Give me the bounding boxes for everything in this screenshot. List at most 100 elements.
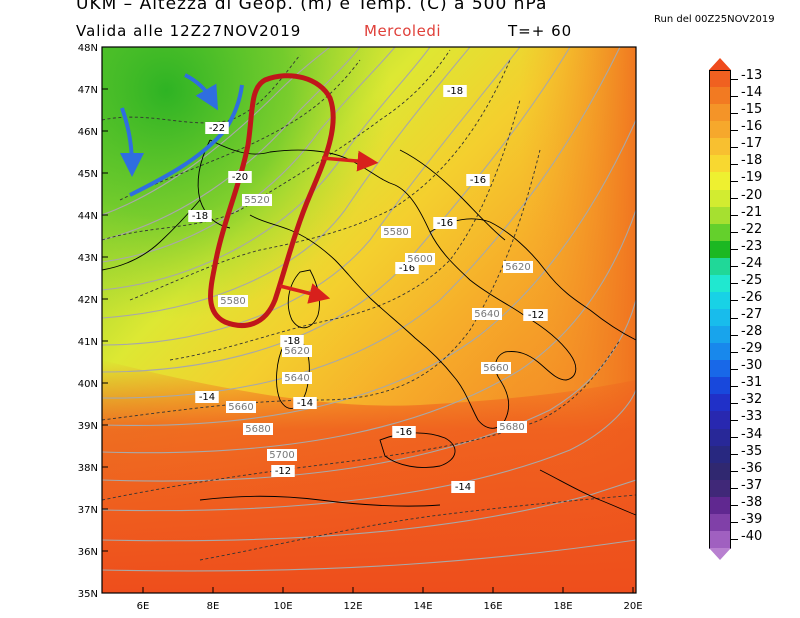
colorbar-label: -17	[741, 136, 763, 152]
colorbar-swatch	[709, 121, 731, 139]
colorbar-label: -36	[741, 460, 763, 476]
colorbar-label: -23	[741, 238, 763, 254]
lat-tick-label: 42N	[78, 295, 98, 306]
isohypse-label-bg	[282, 345, 312, 357]
isohypse-label-bg	[472, 308, 502, 320]
isotherm-labels: -18-22-20-18-16-16-16-16-18-14-14-16-14-…	[188, 85, 548, 493]
isotherm-label: -22	[209, 123, 225, 134]
colorbar-label: -14	[741, 85, 763, 101]
lon-tick-label: 8E	[207, 601, 220, 612]
isotherm-label-bg	[433, 217, 457, 229]
lat-tick-label: 38N	[78, 463, 98, 474]
lat-tick-label: 46N	[78, 127, 98, 138]
colorbar-tick	[731, 351, 738, 353]
forecast-annotations	[119, 73, 379, 328]
colorbar-label: -21	[741, 204, 763, 220]
isotherm-label-bg	[188, 210, 212, 222]
colorbar-swatch	[709, 360, 731, 378]
colorbar-tick	[731, 249, 738, 251]
lon-tick-label: 14E	[413, 601, 432, 612]
colorbar-label: -26	[741, 289, 763, 305]
colorbar-tick	[731, 198, 738, 200]
colorbar-swatch	[709, 326, 731, 344]
colorbar-label: -32	[741, 392, 763, 408]
arrow-blue-west	[119, 107, 144, 177]
colorbar-label: -28	[741, 324, 763, 340]
lon-tick-label: 6E	[137, 601, 150, 612]
isohypse-label-bg	[242, 194, 272, 206]
colorbar-tick	[731, 95, 738, 97]
colorbar-swatch	[709, 479, 731, 498]
arrow-east-north	[321, 150, 379, 172]
colorbar-swatch	[709, 462, 731, 481]
lon-tick-label: 16E	[483, 601, 502, 612]
colorbar-swatch	[709, 189, 731, 208]
lat-tick-label: 40N	[78, 379, 98, 390]
isohypse-label: 5600	[407, 254, 432, 265]
colorbar-label: -22	[741, 221, 763, 237]
colorbar-tick	[731, 471, 738, 473]
isotherm-label-bg	[293, 397, 317, 409]
colorbar-swatch	[709, 377, 731, 395]
colorbar-tick	[731, 419, 738, 421]
isotherm-label-bg	[524, 309, 548, 321]
lon-tick-label: 12E	[343, 601, 362, 612]
isotherm-label: -16	[470, 175, 486, 186]
colorbar-label: -33	[741, 409, 763, 425]
isohypse-label-bg	[226, 401, 256, 413]
colorbar-tick	[731, 488, 738, 490]
colorbar-label: -18	[741, 153, 763, 169]
colorbar-tick	[731, 78, 738, 80]
isotherm-label: -18	[192, 211, 208, 222]
isohypse-label: 5680	[245, 424, 270, 435]
isotherm-label: -16	[437, 218, 453, 229]
latitude-axis: 48N 47N 46N 45N 44N 43N 42N 41N 40N 39N 38N 37N 36N 3…	[78, 43, 108, 600]
isohypse-label-bg	[503, 261, 533, 273]
colorbar-label: -35	[741, 443, 763, 459]
lat-tick-label: 35N	[78, 589, 98, 600]
colorbar-swatch	[709, 428, 731, 447]
colorbar-tick	[731, 283, 738, 285]
isohypse-label: 5660	[483, 363, 508, 374]
colorbar-label: -15	[741, 102, 763, 118]
isohypse-label: 5580	[220, 296, 245, 307]
isotherm-label-bg	[451, 481, 475, 493]
colorbar-tick	[731, 146, 738, 148]
colorbar-tick	[731, 180, 738, 182]
colorbar-tick	[731, 402, 738, 404]
colorbar-label: -13	[741, 68, 763, 83]
colorbar-label: -27	[741, 307, 763, 322]
isotherm-label-bg	[271, 465, 295, 477]
lon-tick-label: 18E	[553, 601, 572, 612]
colorbar-label: -19	[741, 170, 763, 186]
isohypse-label: 5580	[383, 227, 408, 238]
lat-tick-label: 41N	[78, 337, 98, 348]
isotherm-label: -18	[447, 86, 463, 97]
colorbar-label: -37	[741, 477, 763, 493]
isotherm-label-bg	[443, 85, 467, 97]
colorbar-tick	[731, 522, 738, 524]
isotherm-label-bg	[228, 171, 252, 183]
colorbar-swatch	[709, 206, 731, 225]
isotherm-label: -18	[284, 336, 300, 347]
south-warm-shading	[102, 360, 636, 593]
colorbar-tick	[731, 505, 738, 507]
longitude-axis: 6E 8E 10E 12E 14E 16E 18E 20E	[137, 587, 643, 612]
colorbar-label: -31	[741, 375, 763, 391]
colorbar-label: -24	[741, 255, 763, 271]
isohypse-label-bg	[405, 253, 435, 265]
geopotential-isohypses	[102, 47, 636, 572]
isohypse-label-bg	[243, 423, 273, 435]
isohypse-label: 5660	[228, 402, 253, 413]
isohypse-label-bg	[481, 362, 511, 374]
isohypse-label: 5700	[269, 450, 294, 461]
isohypse-labels: 5520 5580 5600 5580 5620 5620 5640 5640 5660 5660…	[218, 194, 533, 461]
arrow-blue-flow	[129, 84, 244, 197]
isotherm-label-bg	[392, 426, 416, 438]
colorbar-tick	[731, 215, 738, 217]
lat-tick-label: 36N	[78, 547, 98, 558]
isotherm-label: -14	[297, 398, 313, 409]
colorbar-label: -16	[741, 119, 763, 135]
isohypse-label: 5620	[284, 346, 309, 357]
lon-tick-label: 10E	[273, 601, 292, 612]
